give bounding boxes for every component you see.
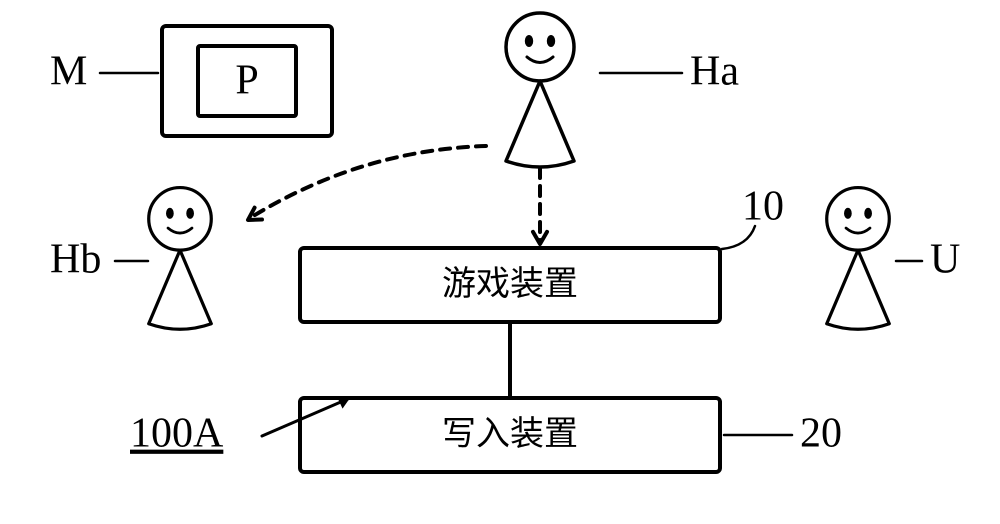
label-Hb: Hb <box>50 237 101 283</box>
diagram-canvas: P 游戏装置写入装置 M Ha Hb U 10 20 100A <box>0 0 1000 524</box>
write-device-label: 写入装置 <box>442 415 578 453</box>
label-Ha: Ha <box>690 49 739 95</box>
label-n20: 20 <box>800 411 842 457</box>
monitor-inner-label: P <box>235 58 258 104</box>
label-n10: 10 <box>742 184 784 230</box>
label-U: U <box>930 237 960 283</box>
label-M: M <box>50 49 87 95</box>
label-sys: 100A <box>130 411 224 457</box>
game-device-label: 游戏装置 <box>442 265 578 303</box>
